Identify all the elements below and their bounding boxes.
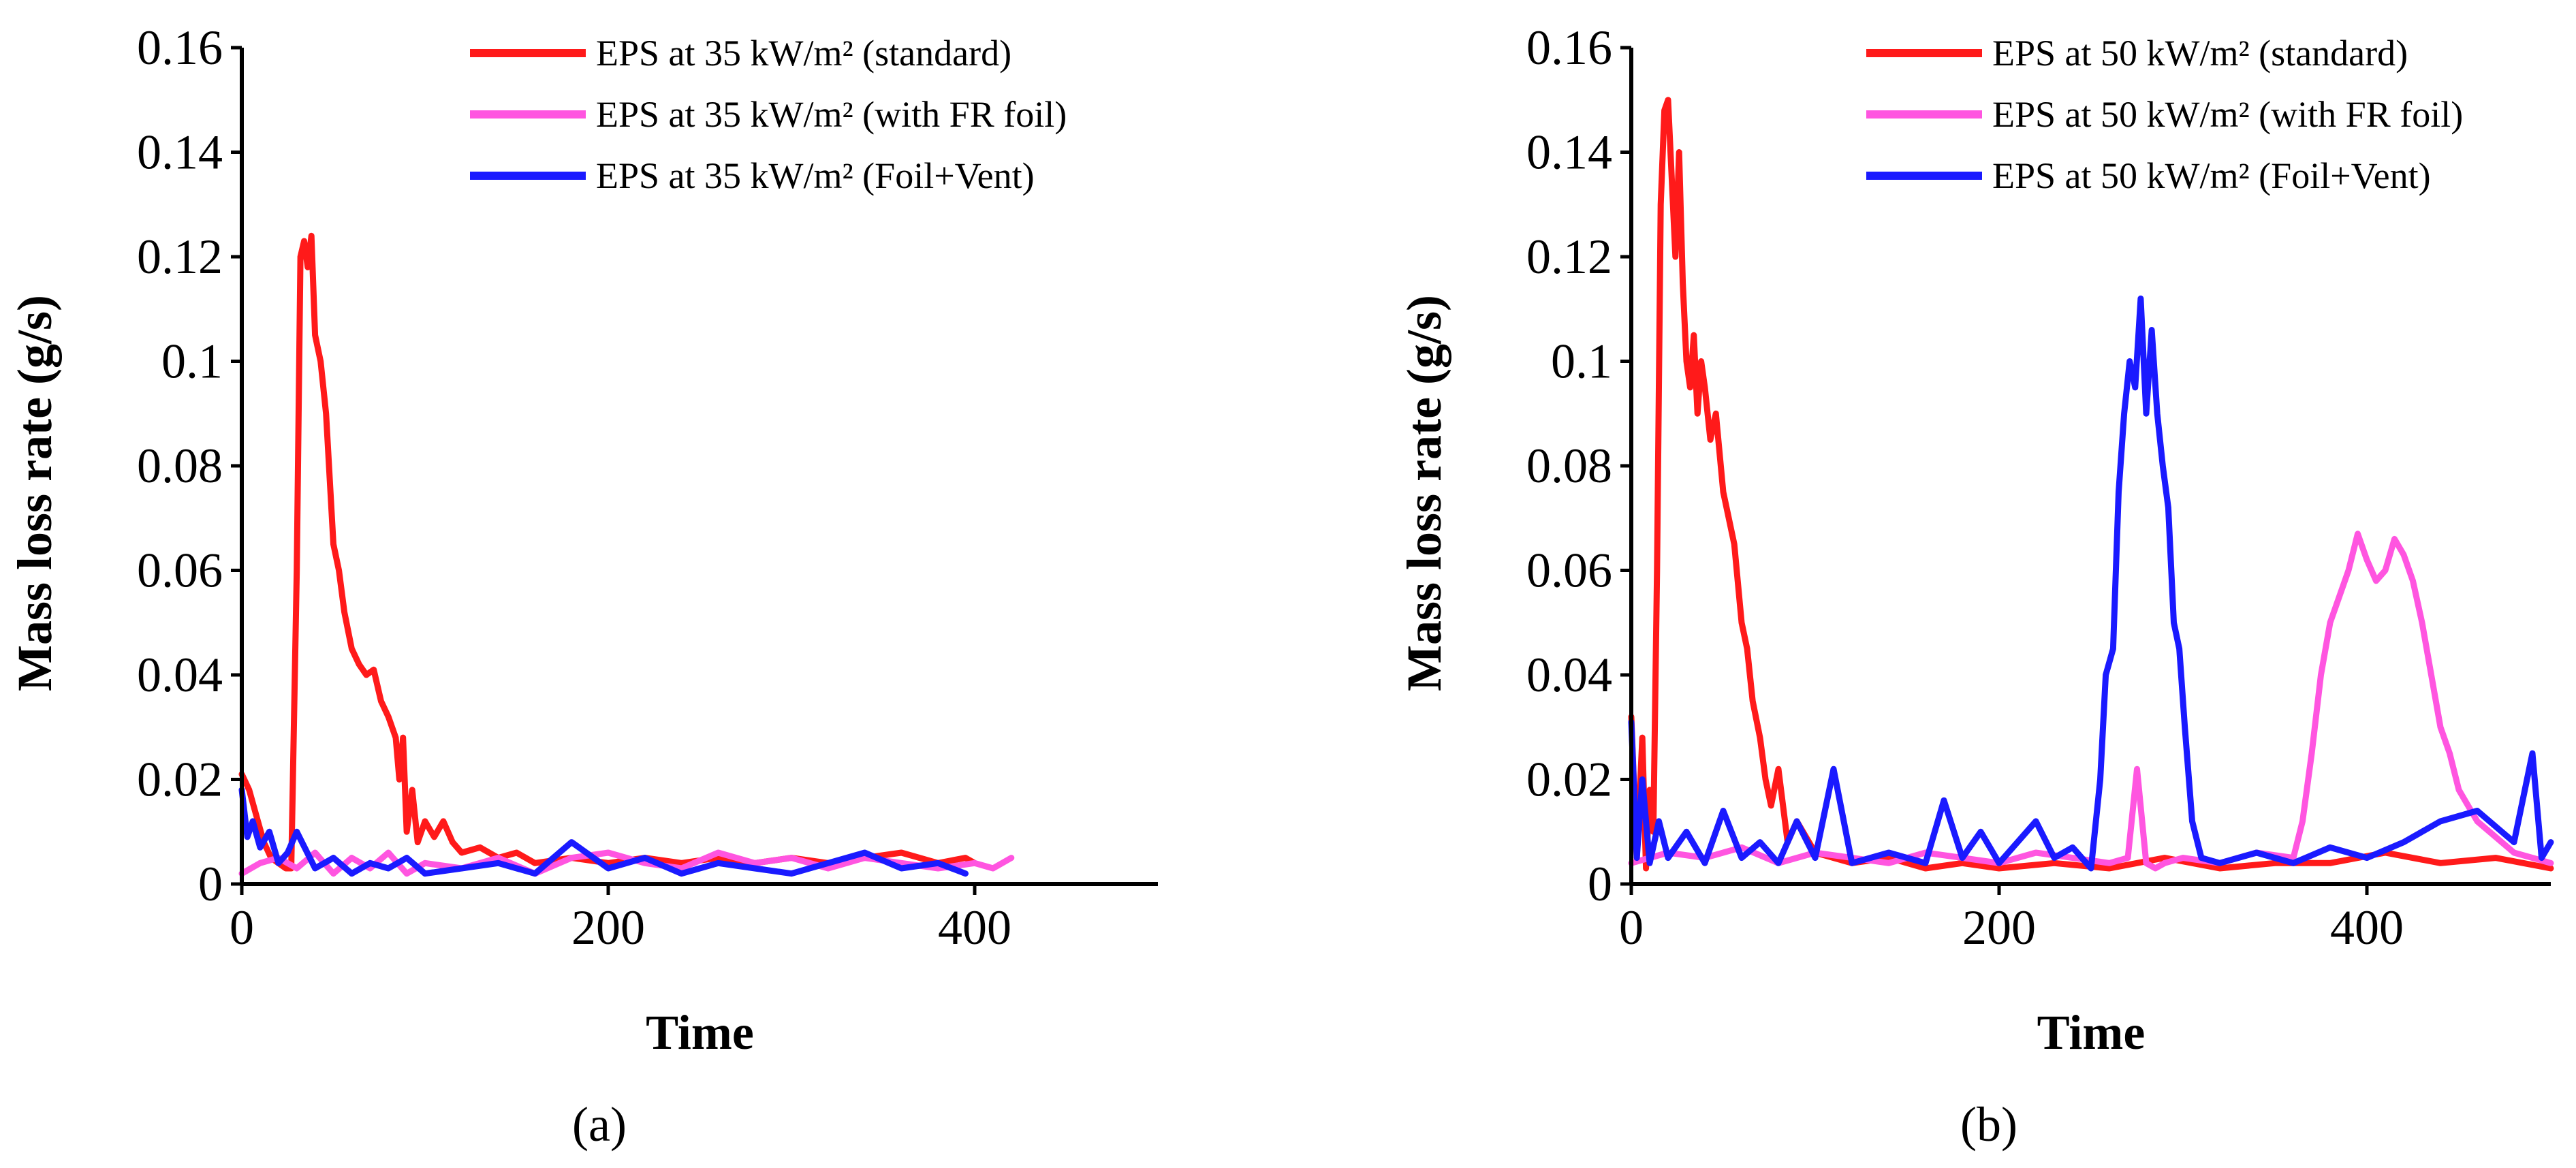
y-tick-label-b: 0.14 <box>1526 125 1612 180</box>
x-tick-label-b: 400 <box>2330 900 2404 955</box>
y-tick-label-a: 0.12 <box>137 230 223 284</box>
y-tick-label-b: 0.04 <box>1526 648 1612 702</box>
x-tick-label-b: 0 <box>1619 900 1644 955</box>
series-line-b-3 <box>1628 295 2554 872</box>
series-line-a-3 <box>238 787 969 877</box>
y-tick-label-a: 0.06 <box>137 543 223 598</box>
y-axis-title-b: Mass loss rate (g/s) <box>1397 295 1451 691</box>
x-tick-label-a: 400 <box>938 900 1011 955</box>
y-tick-label-b: 0.12 <box>1526 230 1612 284</box>
y-tick-label-b: 0.02 <box>1526 753 1612 807</box>
series-line-b-1 <box>1628 97 2554 872</box>
legend-label-b-3: EPS at 50 kW/m² (Foil+Vent) <box>1992 155 2431 196</box>
y-tick-label-a: 0.04 <box>137 648 223 702</box>
y-tick-label-a: 0 <box>198 857 223 911</box>
x-tick-label-a: 0 <box>230 900 254 955</box>
panel-label-a: (a) <box>572 1097 627 1152</box>
legend-label-b-2: EPS at 50 kW/m² (with FR foil) <box>1992 94 2463 135</box>
y-tick-label-b: 0.1 <box>1551 334 1612 389</box>
panel-label-b: (b) <box>1960 1097 2017 1152</box>
y-tick-label-b: 0.16 <box>1526 20 1612 75</box>
y-tick-label-a: 0.02 <box>137 753 223 807</box>
legend-label-a-2: EPS at 35 kW/m² (with FR foil) <box>596 94 1067 135</box>
series-line-b-2 <box>1628 531 2554 872</box>
y-axis-title-a: Mass loss rate (g/s) <box>7 295 62 691</box>
legend-label-a-3: EPS at 35 kW/m² (Foil+Vent) <box>596 155 1035 196</box>
y-tick-label-b: 0 <box>1588 857 1612 911</box>
x-tick-label-a: 200 <box>571 900 645 955</box>
y-tick-label-a: 0.08 <box>137 439 223 493</box>
legend-label-a-1: EPS at 35 kW/m² (standard) <box>596 33 1011 74</box>
chart-panel-b: 0 0.02 0.04 0.06 0.08 0.1 0.12 0.14 0.16 0 200 400 T… <box>1397 20 2554 1060</box>
y-tick-label-a: 0.16 <box>137 20 223 75</box>
x-tick-label-b: 200 <box>1962 900 2036 955</box>
chart-panel-a: 0 0.02 0.04 0.06 0.08 0.1 0.12 0.14 0.16 0 200 400 T… <box>7 20 1158 1060</box>
x-axis-title-b: Time <box>2037 1005 2146 1060</box>
y-tick-label-b: 0.06 <box>1526 543 1612 598</box>
x-axis-title-a: Time <box>646 1005 754 1060</box>
legend-label-b-1: EPS at 50 kW/m² (standard) <box>1992 33 2408 74</box>
y-tick-label-a: 0.1 <box>161 334 223 389</box>
y-tick-label-a: 0.14 <box>137 125 223 180</box>
y-tick-label-b: 0.08 <box>1526 439 1612 493</box>
